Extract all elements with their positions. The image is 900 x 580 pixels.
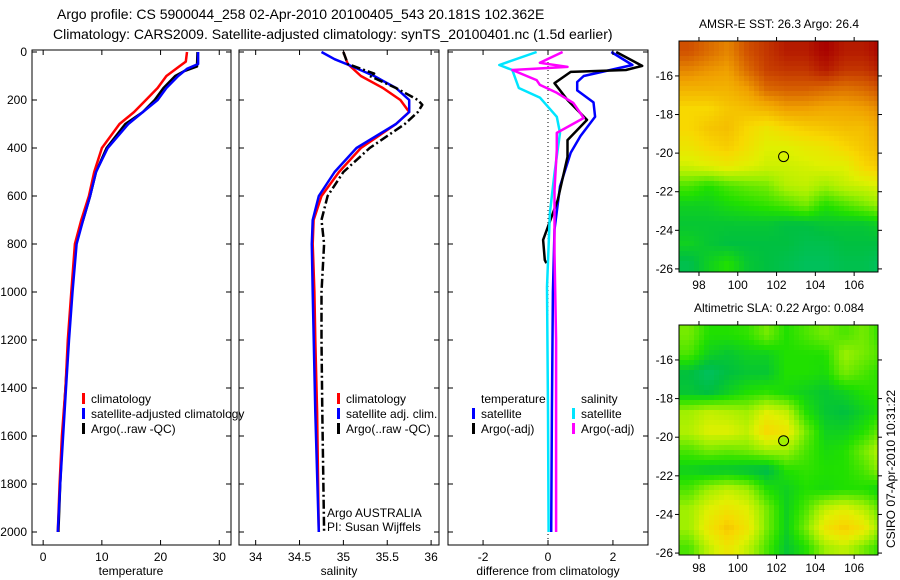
annotation-argo-australia: Argo AUSTRALIA [327, 506, 422, 520]
salinity-plot-frame [238, 49, 440, 546]
lat-tick-label: -20 [656, 430, 674, 444]
depth-tick-label: 1400 [0, 381, 27, 395]
salinity-series-satellite-adj-clim- [310, 50, 411, 533]
difference-series-temperature-satellite [549, 50, 634, 533]
satellite-adjusted-legend-label: satellite adj. clim. [346, 407, 437, 421]
argo-legend-label: Argo(..raw -QC) [91, 422, 176, 436]
lat-tick-label: -26 [656, 262, 674, 276]
x-tick-label: 34.5 [288, 550, 312, 564]
salinity-axis-label: salinity [321, 564, 358, 578]
lat-tick-label: -24 [656, 223, 674, 237]
climatology-legend-marker [82, 393, 85, 404]
x-tick-label: 2 [610, 550, 617, 564]
x-tick-label: 30 [213, 550, 227, 564]
depth-tick-label: 0 [20, 45, 27, 59]
depth-tick-label: 400 [7, 141, 27, 155]
salinity-series-climatology [311, 51, 411, 533]
depth-tick-label: 2000 [0, 525, 27, 539]
sla-map-title: Altimetric SLA: 0.22 Argo: 0.084 [694, 301, 864, 315]
lat-tick-label: -24 [656, 507, 674, 521]
depth-tick-label: 200 [7, 93, 27, 107]
csiro-timestamp: CSIRO 07-Apr-2010 10:31:22 [884, 390, 898, 548]
salinity-satellite-legend-label: satellite [581, 407, 622, 421]
argo-position-marker [778, 435, 790, 447]
lat-tick-label: -18 [656, 392, 674, 406]
argo-position-marker [778, 151, 790, 163]
difference-series-salinity-argo-adj- [511, 50, 585, 532]
argo-legend-marker [337, 423, 340, 434]
argo-legend-marker [82, 423, 85, 434]
temperature-argo-legend-marker [472, 423, 475, 434]
x-tick-label: 35 [337, 550, 351, 564]
lon-tick-label: 104 [805, 278, 825, 292]
satellite-adjusted-legend-marker [337, 408, 340, 419]
satellite-adjusted-legend-marker [82, 408, 85, 419]
temperature-argo-legend-label: Argo(-adj) [481, 422, 534, 436]
annotation-pi-name: PI: Susan Wijffels [327, 520, 421, 534]
x-tick-label: 36 [424, 550, 438, 564]
temperature-satellite-legend-label: satellite [481, 407, 522, 421]
lat-tick-label: -16 [656, 353, 674, 367]
sst-map-frame [678, 40, 879, 273]
salinity-heading-legend-label: salinity [581, 392, 618, 406]
temperature-axis-label: temperature [99, 564, 164, 578]
lat-tick-label: -18 [656, 108, 674, 122]
lon-tick-label: 100 [728, 561, 748, 575]
depth-tick-label: 600 [7, 189, 27, 203]
x-tick-label: -2 [478, 550, 489, 564]
depth-tick-label: 1600 [0, 429, 27, 443]
x-tick-label: 35.5 [376, 550, 400, 564]
lon-tick-label: 106 [844, 561, 864, 575]
climatology-legend-marker [337, 393, 340, 404]
depth-tick-label: 1000 [0, 285, 27, 299]
lon-tick-label: 100 [728, 278, 748, 292]
lat-tick-label: -16 [656, 69, 674, 83]
salinity-satellite-legend-marker [572, 408, 575, 419]
sst-map-title: AMSR-E SST: 26.3 Argo: 26.4 [699, 17, 859, 31]
x-tick-label: 10 [95, 550, 109, 564]
climatology-legend-label: climatology [346, 392, 406, 406]
lon-tick-label: 102 [767, 278, 787, 292]
lat-tick-label: -22 [656, 469, 674, 483]
lon-tick-label: 98 [692, 561, 706, 575]
depth-tick-label: 1200 [0, 333, 27, 347]
difference-series-salinity-satellite [498, 50, 562, 533]
figure-title-line2: Climatology: CARS2009. Satellite-adjuste… [53, 26, 613, 42]
salinity-argo-legend-label: Argo(-adj) [581, 422, 634, 436]
lat-tick-label: -20 [656, 146, 674, 160]
satellite-adjusted-legend-label: satellite-adjusted climatology [91, 407, 244, 421]
temperature-series-satellite-adjusted-climatology [56, 52, 200, 533]
depth-tick-label: 800 [7, 237, 27, 251]
lon-tick-label: 102 [767, 561, 787, 575]
depth-tick-label: 1800 [0, 477, 27, 491]
lon-tick-label: 98 [692, 278, 706, 292]
salinity-argo-legend-marker [572, 423, 575, 434]
difference-series-temperature-argo-adj- [541, 50, 644, 264]
temperature-series-climatology [56, 51, 189, 533]
climatology-legend-label: climatology [91, 392, 151, 406]
figure-title-line1: Argo profile: CS 5900044_258 02-Apr-2010… [57, 6, 544, 22]
lat-tick-label: -22 [656, 185, 674, 199]
lat-tick-label: -26 [656, 546, 674, 560]
difference-axis-label: difference from climatology [476, 564, 619, 578]
argo-legend-label: Argo(..raw -QC) [346, 422, 431, 436]
x-tick-label: 0 [545, 550, 552, 564]
x-tick-label: 0 [40, 550, 47, 564]
x-tick-label: 34 [249, 550, 263, 564]
temperature-heading-legend-label: temperature [481, 392, 546, 406]
temperature-plot-frame [31, 49, 232, 546]
lon-tick-label: 104 [805, 561, 825, 575]
temperature-satellite-legend-marker [472, 408, 475, 419]
lon-tick-label: 106 [844, 278, 864, 292]
sla-map-frame [678, 324, 879, 556]
x-tick-label: 20 [154, 550, 168, 564]
salinity-series-argo-raw-qc- [320, 51, 424, 533]
